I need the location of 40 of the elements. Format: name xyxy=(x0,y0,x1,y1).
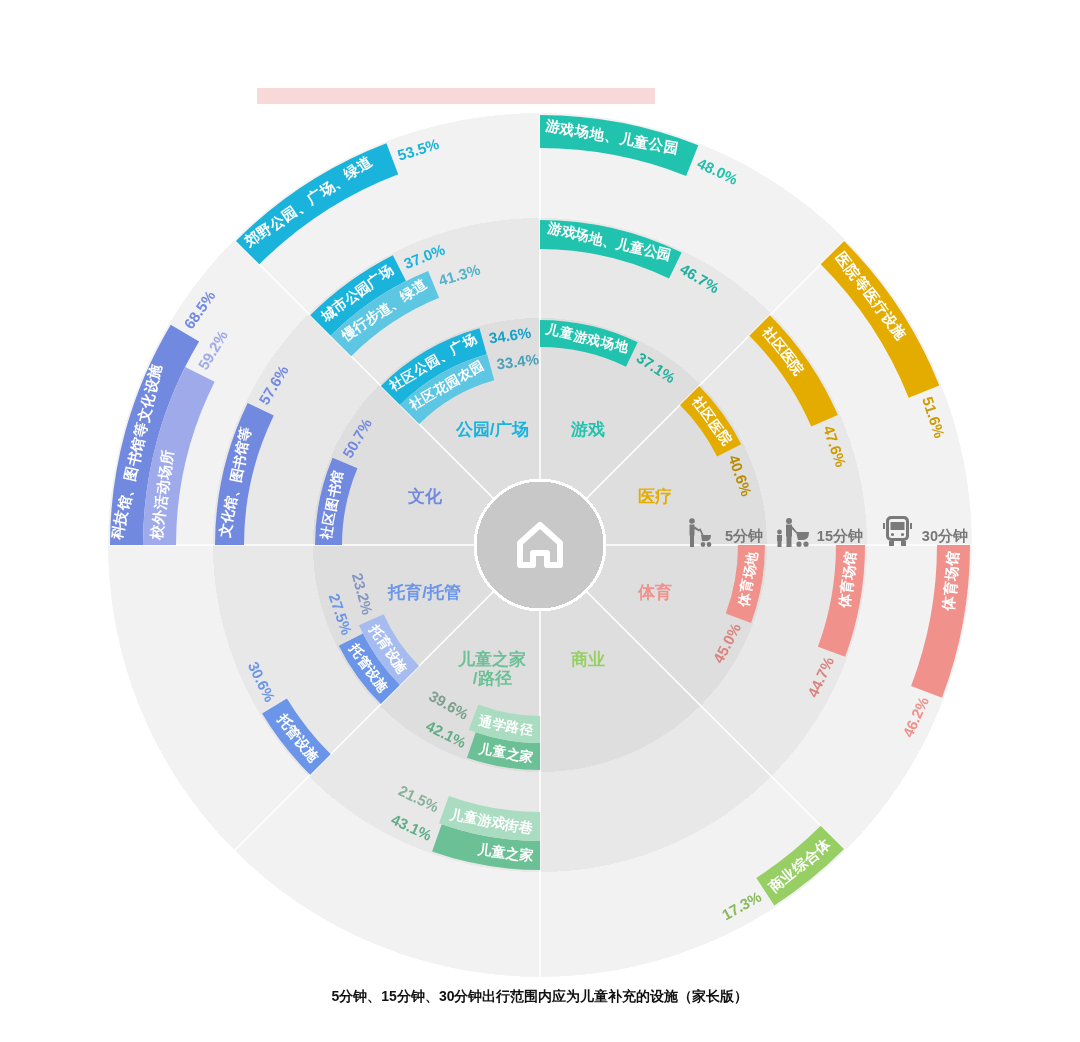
text: 儿童游戏场地 xyxy=(544,321,630,355)
category-label: 商业 xyxy=(569,650,605,670)
legend-label: 15分钟 xyxy=(816,528,863,544)
text: 体育场地 xyxy=(736,549,761,608)
text: 商业综合体 xyxy=(765,835,834,896)
category-label: 文化 xyxy=(406,487,443,507)
text: 文化馆、图书馆等 xyxy=(215,425,255,539)
text: 社区医院 xyxy=(759,324,808,378)
legend-label: 30分钟 xyxy=(921,528,968,544)
text: 校外活动场所 xyxy=(147,448,176,541)
text: 儿童游戏街巷 xyxy=(448,806,535,837)
data-label: 33.4% xyxy=(495,350,540,373)
text: 托管设施 xyxy=(274,710,322,765)
legend-label: 5分钟 xyxy=(724,528,763,544)
data-label: 44.7% xyxy=(803,654,838,700)
text: 游戏场地、儿童公园 xyxy=(546,219,673,264)
data-label: 53.5% xyxy=(395,134,441,164)
text: 儿童之家 xyxy=(476,841,534,864)
text: 医院等医疗设施 xyxy=(833,248,910,343)
text: 体育场馆 xyxy=(836,551,859,609)
text: 游戏场地、儿童公园 xyxy=(544,117,680,157)
text: 社区图书馆 xyxy=(317,468,346,541)
data-label: 34.6% xyxy=(487,323,533,347)
category-label: 体育 xyxy=(637,581,673,602)
data-label: 40.6% xyxy=(725,452,756,499)
data-label: 46.2% xyxy=(898,694,933,740)
category-label: 医疗 xyxy=(638,487,673,507)
data-label: 51.6% xyxy=(919,394,949,441)
category-label: 游戏 xyxy=(569,419,605,439)
text: 儿童之家 xyxy=(477,741,536,766)
category-label: 儿童之家/路径 xyxy=(457,650,527,689)
category-label: 公园/广场 xyxy=(454,419,529,439)
data-label: 48.0% xyxy=(694,154,741,188)
text: 社区医院 xyxy=(689,393,735,449)
text: 体育场馆 xyxy=(940,550,962,612)
category-label: 托育/托管 xyxy=(387,581,461,602)
text: 郊野公园、广场、绿道 xyxy=(241,152,375,250)
text: 通学路径 xyxy=(477,713,536,739)
text: 5分钟、15分钟、30分钟出行范围内应为儿童补充的设施（家长版） xyxy=(331,988,749,1004)
data-label: 47.6% xyxy=(820,423,850,470)
